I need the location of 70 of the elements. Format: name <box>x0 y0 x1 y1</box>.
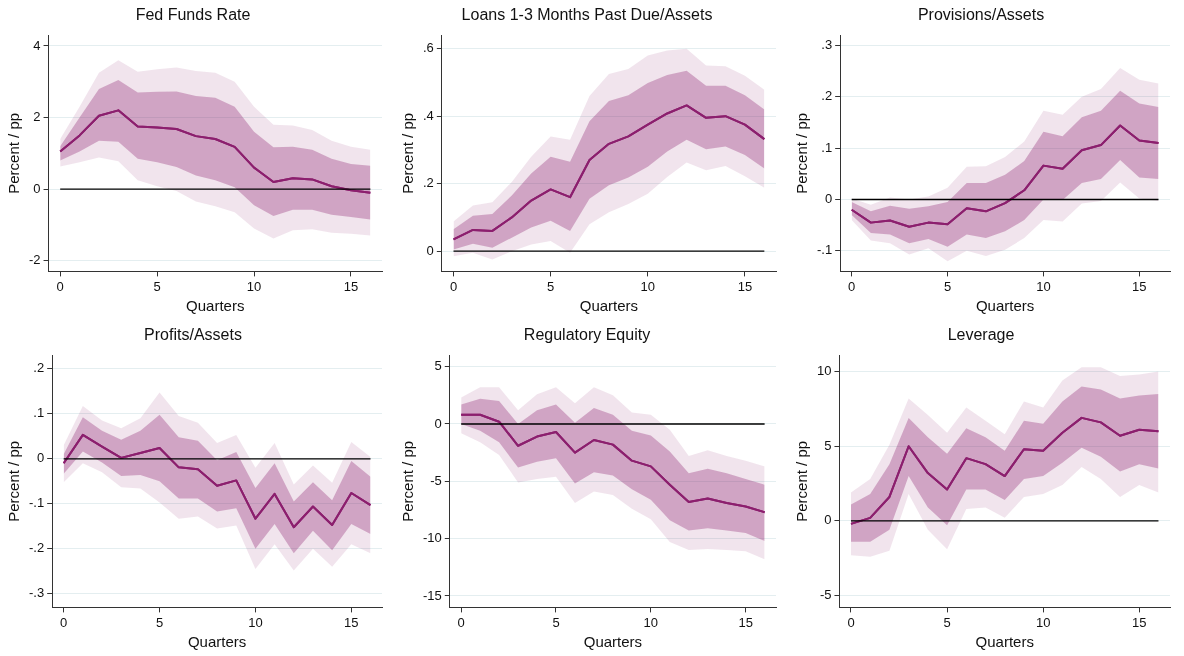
chart-title: Leverage <box>947 326 1015 344</box>
x-tick-label: 0 <box>60 614 68 630</box>
y-tick-label: -15 <box>422 587 442 603</box>
x-tick-label: 10 <box>640 278 656 294</box>
x-tick-label: 10 <box>246 278 262 294</box>
chart-title: Profits/Assets <box>144 326 242 344</box>
chart-title: Provisions/Assets <box>917 6 1045 24</box>
y-tick-label: .2 <box>423 175 434 191</box>
x-tick-label: 5 <box>943 278 952 294</box>
y-tick-label: .3 <box>821 37 833 53</box>
x-tick-label: 5 <box>943 614 951 630</box>
y-tick-label: 10 <box>816 363 832 379</box>
y-tick-label: .1 <box>33 405 45 421</box>
y-tick-label: 0 <box>426 242 434 258</box>
y-axis-title: Percent / pp <box>793 440 811 522</box>
y-tick-label: 0 <box>824 512 832 528</box>
x-tick-label: 15 <box>343 278 359 294</box>
x-tick-label: 5 <box>552 614 560 630</box>
y-tick-label: .1 <box>821 139 833 155</box>
x-tick-label: 5 <box>153 278 161 294</box>
x-axis-title: Quarters <box>579 297 639 315</box>
x-tick-label: 0 <box>56 278 64 294</box>
y-tick-label: -5 <box>819 587 832 603</box>
y-tick-label: 0 <box>824 191 833 207</box>
x-tick-label: 0 <box>457 614 465 630</box>
y-tick-label: .2 <box>33 360 45 376</box>
x-axis-title: Quarters <box>975 297 1035 315</box>
x-tick-label: 15 <box>344 614 359 630</box>
x-axis-title: Quarters <box>186 297 245 315</box>
y-tick-label: 0 <box>36 450 45 466</box>
x-axis-title: Quarters <box>187 633 247 651</box>
y-axis-title: Percent / pp <box>5 112 23 194</box>
x-tick-label: 15 <box>1132 614 1147 630</box>
x-tick-label: 0 <box>449 278 458 294</box>
x-axis-title: Quarters <box>975 633 1034 651</box>
x-tick-label: 15 <box>738 614 753 630</box>
y-tick-label: 0 <box>33 180 41 196</box>
x-tick-label: 5 <box>155 614 164 630</box>
y-tick-label: 4 <box>33 37 41 53</box>
x-tick-label: 0 <box>848 278 856 294</box>
x-tick-label: 15 <box>737 278 753 294</box>
chart-title: Regulatory Equity <box>523 326 651 344</box>
y-tick-label: -5 <box>430 472 442 488</box>
x-tick-label: 10 <box>643 614 659 630</box>
chart-title: Loans 1-3 Months Past Due/Assets <box>461 6 713 24</box>
y-axis-title: Percent / pp <box>793 112 811 194</box>
y-tick-label: 5 <box>824 437 832 453</box>
y-tick-label: -.1 <box>817 242 833 258</box>
x-tick-label: 10 <box>1035 614 1051 630</box>
y-tick-label: -.3 <box>29 585 45 601</box>
y-tick-label: -10 <box>422 530 442 546</box>
y-tick-label: -2 <box>29 252 41 268</box>
y-tick-label: 0 <box>434 415 442 431</box>
x-axis-title: Quarters <box>583 633 643 651</box>
y-tick-label: .2 <box>821 88 833 104</box>
x-tick-label: 5 <box>547 278 555 294</box>
x-tick-label: 10 <box>1036 278 1051 294</box>
y-tick-label: 2 <box>33 109 41 125</box>
x-tick-label: 15 <box>1132 278 1147 294</box>
y-axis-title: Percent / pp <box>399 112 417 194</box>
y-axis-title: Percent / pp <box>5 440 23 522</box>
y-tick-label: -.2 <box>29 540 45 556</box>
x-tick-label: 0 <box>847 614 855 630</box>
y-tick-label: 5 <box>434 358 442 374</box>
y-tick-label: .6 <box>423 40 434 56</box>
y-axis-title: Percent / pp <box>399 440 417 522</box>
y-tick-label: -.1 <box>29 495 45 511</box>
chart-title: Fed Funds Rate <box>135 6 251 24</box>
y-tick-label: .4 <box>423 107 434 123</box>
x-tick-label: 10 <box>248 614 263 630</box>
